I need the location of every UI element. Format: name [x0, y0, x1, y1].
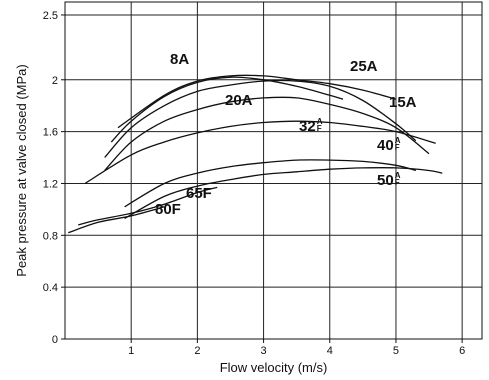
series-line-80f: [68, 206, 165, 234]
series-label-40a-40f: 40: [377, 137, 394, 154]
y-tick-label: 2.5: [43, 10, 58, 22]
series-label-32a-32f: 32: [299, 118, 316, 135]
series-label-25a: 25A: [350, 58, 378, 75]
y-axis-title: Peak pressure at valve closed (MPa): [14, 64, 29, 276]
x-tick-label: 6: [459, 345, 465, 357]
x-tick-label: 5: [393, 345, 399, 357]
series-label-sup-a: A: [395, 136, 401, 145]
series-label-sup-a: A: [317, 117, 323, 126]
series-line-50a-50f: [124, 167, 443, 220]
series-label-65f: 65F: [186, 185, 212, 202]
grid: [61, 2, 482, 343]
series-lines: [68, 74, 443, 234]
y-tick-label: 1.2: [43, 178, 58, 190]
y-tick-label: 0.8: [43, 230, 58, 242]
y-tick-label: 2: [52, 75, 58, 87]
series-label-sup-a: A: [395, 171, 401, 180]
x-tick-label: 1: [128, 345, 134, 357]
series-line-8a: [110, 76, 344, 143]
series-line-15a: [104, 79, 417, 158]
series-label-50a-50f: 50: [377, 172, 394, 189]
series-label-sup-f: F: [395, 178, 400, 187]
plot-frame: [64, 1, 483, 340]
series-line-20a: [104, 96, 430, 171]
series-label-15a: 15A: [389, 94, 417, 111]
series-label-8a: 8A: [170, 51, 189, 68]
series-line-40a-40f: [124, 159, 416, 208]
y-tick-label: 0.4: [43, 282, 58, 294]
series-label-20a: 20A: [225, 92, 253, 109]
tick-labels: 1 2 3 4 5 6 0 0.4 0.8 1.2 1.6 2 2.5: [43, 10, 466, 357]
x-tick-label: 3: [261, 345, 267, 357]
series-line-65f: [78, 186, 218, 226]
series-label-sup-f: F: [317, 124, 322, 133]
series-label-80f: 80F: [155, 201, 181, 218]
series-line-32a-32f: [84, 120, 436, 185]
series-label-sup-f: F: [395, 143, 400, 152]
y-tick-label: 0: [52, 334, 58, 346]
series-line-25a: [117, 74, 397, 129]
x-tick-label: 2: [194, 345, 200, 357]
x-tick-label: 4: [327, 345, 333, 357]
x-axis-title: Flow velocity (m/s): [220, 360, 328, 375]
y-tick-label: 1.6: [43, 127, 58, 139]
